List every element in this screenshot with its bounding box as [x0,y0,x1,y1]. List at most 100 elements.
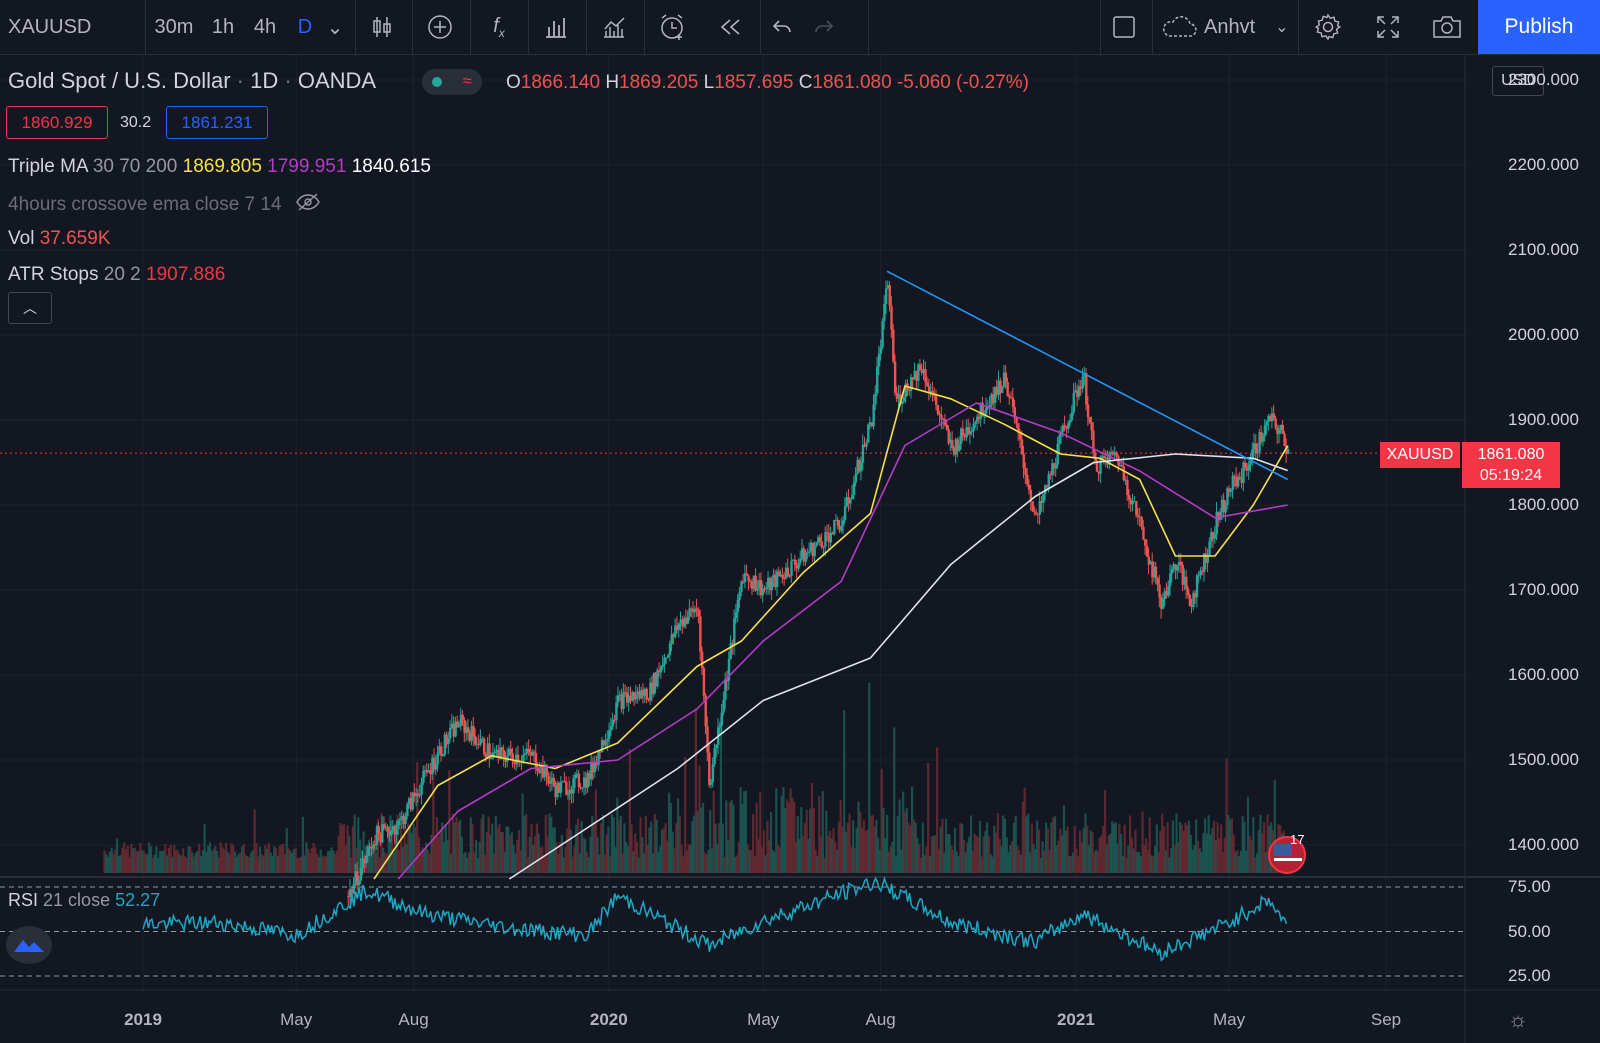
volume-bar [959,823,962,873]
volume-bar [457,822,460,873]
eye-hidden-icon[interactable] [295,192,321,218]
candle-body [838,525,841,531]
interval-d[interactable]: D [297,15,313,38]
candle-body [917,364,920,381]
publish-button[interactable]: Publish [1478,0,1600,54]
volume-bar [324,856,328,873]
trendline[interactable] [886,270,1289,481]
interval-dropdown[interactable]: ⌄ [322,0,348,54]
volume-legend[interactable]: Vol 37.659K [8,228,111,250]
volume-bar [232,844,235,873]
volume-bar [730,800,733,873]
layout-toggle[interactable] [1104,0,1144,54]
fullscreen-button[interactable] [1366,0,1410,54]
ma-line-3[interactable] [508,453,1288,880]
volume-bar [664,823,667,873]
interval-30m[interactable]: 30m [154,15,194,38]
candle-body [818,537,822,542]
chart-pane[interactable] [0,55,1600,1043]
atr-legend[interactable]: ATR Stops 20 2 1907.886 [8,264,225,286]
candle-body [588,773,591,780]
ma-line-1[interactable] [373,385,1289,880]
candle-body [784,567,788,579]
volume-bar [585,851,589,873]
candle-body [1051,463,1054,475]
undo-button[interactable] [764,0,800,54]
toolbar-divider [644,0,645,54]
candle-body [977,416,981,420]
candle-body [993,387,997,404]
volume-bar [982,836,985,873]
candle-body [958,443,961,451]
volume-bar [807,839,810,873]
volume-bar [467,852,471,873]
economic-events-button[interactable] [1268,836,1306,874]
redo-button[interactable] [806,0,842,54]
volume-bar [110,847,113,873]
volume-bar [1239,850,1242,873]
chevron-down-icon: ⌄ [326,16,344,39]
volume-bar [496,827,499,873]
volume-bar [977,837,980,873]
volume-bar [592,821,596,873]
volume-bar [403,815,406,873]
candle-body [858,460,861,472]
volume-bar [653,813,656,873]
volume-bar [426,850,430,873]
interval-4h[interactable]: 4h [253,15,277,38]
sell-button[interactable]: 1860.929 [6,106,108,139]
compare-button[interactable] [418,0,462,54]
symbol-legend[interactable]: Gold Spot / U.S. Dollar · 1D · OANDA [8,68,377,93]
triple-ma-legend[interactable]: Triple MA 30 70 200 1869.805 1799.951 18… [8,156,431,178]
volume-bar [993,825,996,873]
price-axis-label: 1900.000 [1508,410,1579,429]
volume-bar [1064,830,1067,873]
volume-bar [217,857,220,873]
financials-button[interactable] [534,0,578,54]
volume-bar [550,816,553,873]
crossover-legend[interactable]: 4hours crossove ema close 7 14 [8,192,321,218]
candle-body [1120,464,1124,467]
axis-settings-button[interactable]: ☼ [1504,1006,1532,1034]
volume-bar [301,816,304,873]
candle-body [1077,386,1081,397]
market-status[interactable]: ≈ [422,69,482,95]
tradingview-logo[interactable] [6,926,52,964]
symbol-search[interactable]: XAUUSD [8,15,92,38]
candle-body [618,694,622,696]
candle-body [382,824,386,828]
candle-body [881,321,884,348]
settings-button[interactable] [1306,0,1350,54]
volume-bar [233,851,237,873]
candle-body [1061,425,1065,432]
volume-bar [1227,814,1230,873]
volume-bar [296,857,299,873]
candle-body [543,764,547,778]
ma-line-2[interactable] [397,402,1288,880]
currency-button[interactable]: USD [1492,66,1544,96]
collapse-legend-button[interactable]: ︿ [8,292,52,324]
volume-bar [1062,805,1066,873]
alert-button[interactable] [650,0,694,54]
rsi-legend[interactable]: RSI 21 close 52.27 [8,890,160,911]
price-chart[interactable] [0,55,1600,1043]
candle-body [877,353,881,367]
candle-body [1258,431,1261,452]
layout-menu[interactable]: Anhvt ⌄ [1160,0,1290,54]
templates-button[interactable] [592,0,636,54]
chart-type-button[interactable] [360,0,404,54]
candle-body [1010,397,1013,399]
replay-button[interactable] [708,0,752,54]
buy-button[interactable]: 1861.231 [166,106,268,139]
candle-body [534,752,538,769]
rsi-line[interactable] [142,876,1288,962]
volume-bar [305,842,308,873]
snapshot-button[interactable] [1425,0,1469,54]
candle-body [1208,541,1211,556]
indicators-button[interactable]: fx [477,0,521,54]
volume-bar [458,819,462,873]
volume-bar [877,837,880,873]
volume-bar [1000,845,1003,873]
volume-bar [528,836,531,873]
interval-1h[interactable]: 1h [211,15,235,38]
